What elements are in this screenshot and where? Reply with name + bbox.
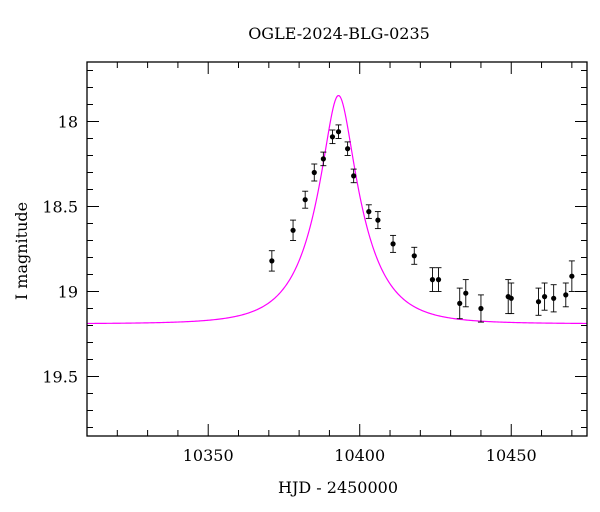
data-point-group bbox=[508, 282, 515, 315]
data-point bbox=[345, 146, 351, 152]
model-curve bbox=[87, 95, 588, 325]
x-tick-label: 10450 bbox=[486, 446, 537, 465]
data-point-group bbox=[320, 151, 327, 167]
chart-title: OGLE-2024-BLG-0235 bbox=[248, 24, 430, 43]
data-point bbox=[329, 134, 336, 140]
data-point-group bbox=[456, 287, 463, 320]
data-point-group bbox=[535, 287, 542, 316]
x-tick-labels: 10350 10400 10450 bbox=[183, 446, 537, 465]
data-point-group bbox=[541, 282, 548, 311]
y-tick-label: 19.5 bbox=[42, 368, 78, 387]
data-point-group bbox=[411, 246, 418, 265]
data-point-group bbox=[365, 204, 372, 219]
x-tick-label: 10350 bbox=[183, 446, 234, 465]
data-point bbox=[335, 129, 342, 135]
data-point-group bbox=[268, 250, 275, 272]
plot-frame bbox=[86, 61, 588, 437]
data-point-group bbox=[350, 168, 357, 184]
axis-ticks bbox=[86, 62, 587, 436]
data-point bbox=[429, 277, 436, 283]
y-axis-label: I magnitude bbox=[12, 202, 31, 300]
data-point bbox=[508, 295, 514, 301]
y-tick-label: 19 bbox=[58, 283, 78, 302]
data-point bbox=[351, 173, 357, 179]
data-point bbox=[390, 241, 396, 247]
data-points-group bbox=[268, 124, 575, 323]
model-curve-group bbox=[87, 95, 588, 325]
data-point bbox=[478, 305, 484, 312]
data-point bbox=[290, 227, 296, 233]
data-point-group bbox=[568, 260, 575, 292]
data-point-group bbox=[344, 141, 351, 156]
data-point-group bbox=[550, 284, 557, 313]
data-point-group bbox=[390, 234, 397, 253]
data-point-group bbox=[562, 282, 569, 308]
data-point-group bbox=[429, 267, 436, 292]
data-point-group bbox=[435, 267, 442, 292]
data-point bbox=[269, 258, 275, 264]
data-point bbox=[457, 300, 463, 306]
data-point bbox=[541, 294, 548, 300]
y-tick-label: 18.5 bbox=[42, 198, 78, 217]
data-point-group bbox=[374, 211, 381, 230]
data-point-group bbox=[462, 279, 469, 308]
data-point bbox=[563, 292, 569, 298]
data-point bbox=[463, 290, 469, 296]
x-tick-label: 10400 bbox=[334, 446, 385, 465]
data-point bbox=[551, 295, 557, 301]
data-point-group bbox=[290, 219, 297, 241]
data-point bbox=[411, 253, 417, 259]
data-point bbox=[366, 209, 372, 215]
data-point bbox=[320, 156, 326, 162]
data-point bbox=[375, 217, 381, 223]
data-point-group bbox=[302, 190, 309, 209]
x-axis-label: HJD - 2450000 bbox=[278, 478, 398, 497]
data-point bbox=[311, 169, 317, 176]
data-point-group bbox=[329, 129, 336, 145]
data-point bbox=[302, 197, 308, 203]
data-point bbox=[569, 273, 575, 279]
y-tick-labels: 18 18.5 19 19.5 bbox=[42, 113, 78, 387]
y-tick-label: 18 bbox=[58, 113, 78, 132]
data-point bbox=[435, 277, 442, 283]
data-point-group bbox=[335, 124, 342, 139]
data-point-group bbox=[311, 163, 318, 182]
data-point-group bbox=[477, 294, 484, 323]
data-point bbox=[535, 299, 542, 305]
